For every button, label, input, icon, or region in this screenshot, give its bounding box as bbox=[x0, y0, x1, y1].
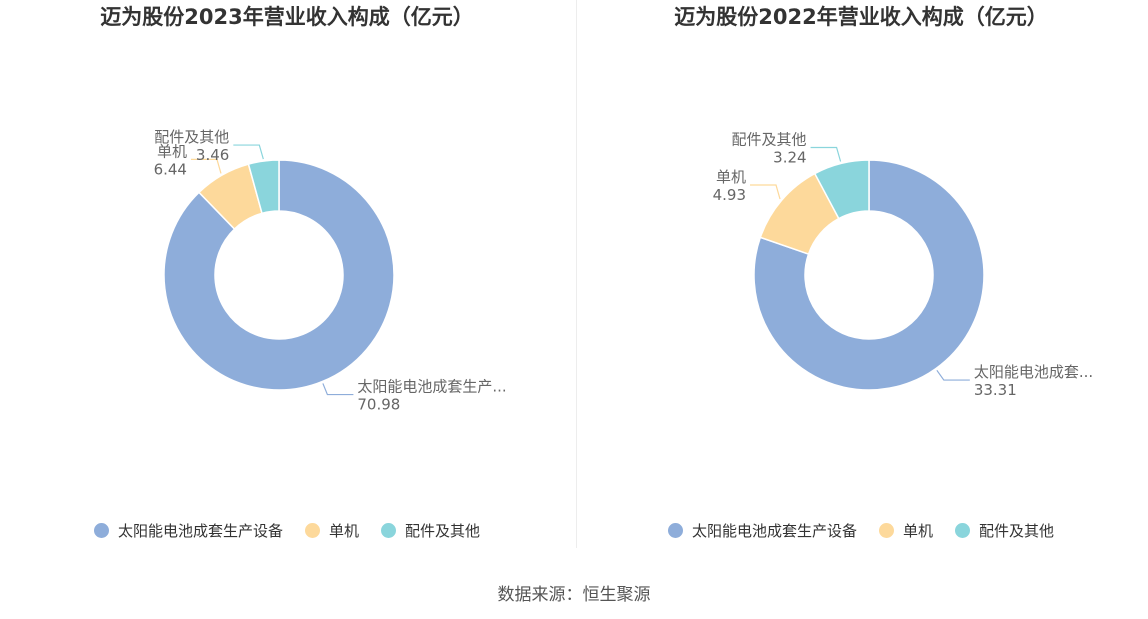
slice-name-label: 配件及其他 bbox=[154, 128, 229, 146]
legend-dot-icon bbox=[878, 523, 894, 538]
slice-value-label: 6.44 bbox=[154, 160, 187, 178]
leader-line bbox=[936, 369, 970, 381]
donut-slice[interactable] bbox=[247, 159, 280, 215]
legend-label: 配件及其他 bbox=[979, 522, 1055, 540]
panel-divider bbox=[576, 0, 577, 548]
slice-name-label: 太阳能电池成套... bbox=[974, 363, 1093, 381]
legend-dot-icon bbox=[955, 523, 970, 538]
slice-name-label: 单机 bbox=[716, 168, 746, 186]
leader-line bbox=[233, 144, 264, 160]
legend-item[interactable]: 配件及其他 bbox=[381, 520, 480, 541]
legend-label: 单机 bbox=[902, 522, 933, 540]
donut-slice[interactable] bbox=[163, 159, 395, 391]
legend-dot-icon bbox=[93, 523, 109, 538]
leader-line bbox=[750, 184, 781, 200]
slice-name-label: 配件及其他 bbox=[732, 131, 807, 149]
slice-value-label: 33.31 bbox=[974, 381, 1017, 399]
chart-title: 迈为股份2022年营业收入构成（亿元） bbox=[674, 5, 1048, 29]
legend: 太阳能电池成套生产设备 单机 配件及其他 bbox=[0, 520, 574, 541]
legend-item[interactable]: 单机 bbox=[304, 520, 359, 541]
leader-line bbox=[322, 383, 354, 396]
leader-line bbox=[810, 146, 842, 162]
data-source: 数据来源：恒生聚源 bbox=[497, 585, 651, 605]
legend-label: 配件及其他 bbox=[405, 522, 481, 540]
legend-item[interactable]: 太阳能电池成套生产设备 bbox=[93, 520, 283, 541]
slice-value-label: 3.24 bbox=[773, 149, 806, 167]
donut-slice[interactable] bbox=[753, 159, 985, 391]
legend-dot-icon bbox=[304, 523, 320, 538]
leader-line bbox=[190, 158, 222, 174]
legend-label: 太阳能电池成套生产设备 bbox=[691, 522, 857, 540]
slice-value-label: 3.46 bbox=[196, 146, 229, 164]
legend-item[interactable]: 配件及其他 bbox=[955, 520, 1054, 541]
legend-dot-icon bbox=[381, 523, 396, 538]
slice-name-label: 单机 bbox=[157, 142, 187, 160]
legend-item[interactable]: 太阳能电池成套生产设备 bbox=[667, 520, 857, 541]
legend: 太阳能电池成套生产设备 单机 配件及其他 bbox=[574, 520, 1148, 541]
chart-panel-2023: 迈为股份2023年营业收入构成（亿元） 太阳能电池成套生产... 70.98 单机 6… bbox=[0, 0, 574, 560]
chart-title: 迈为股份2023年营业收入构成（亿元） bbox=[100, 5, 474, 29]
legend-label: 太阳能电池成套生产设备 bbox=[117, 522, 283, 540]
legend-item[interactable]: 单机 bbox=[878, 520, 933, 541]
donut-slice[interactable] bbox=[813, 159, 870, 220]
legend-dot-icon bbox=[667, 523, 683, 538]
slice-value-label: 70.98 bbox=[357, 396, 400, 414]
slice-value-label: 4.93 bbox=[713, 186, 746, 204]
slice-name-label: 太阳能电池成套生产... bbox=[357, 378, 506, 396]
legend-label: 单机 bbox=[328, 522, 359, 540]
chart-panel-2022: 迈为股份2022年营业收入构成（亿元） 太阳能电池成套... 33.31 单机 4.9… bbox=[574, 0, 1148, 560]
